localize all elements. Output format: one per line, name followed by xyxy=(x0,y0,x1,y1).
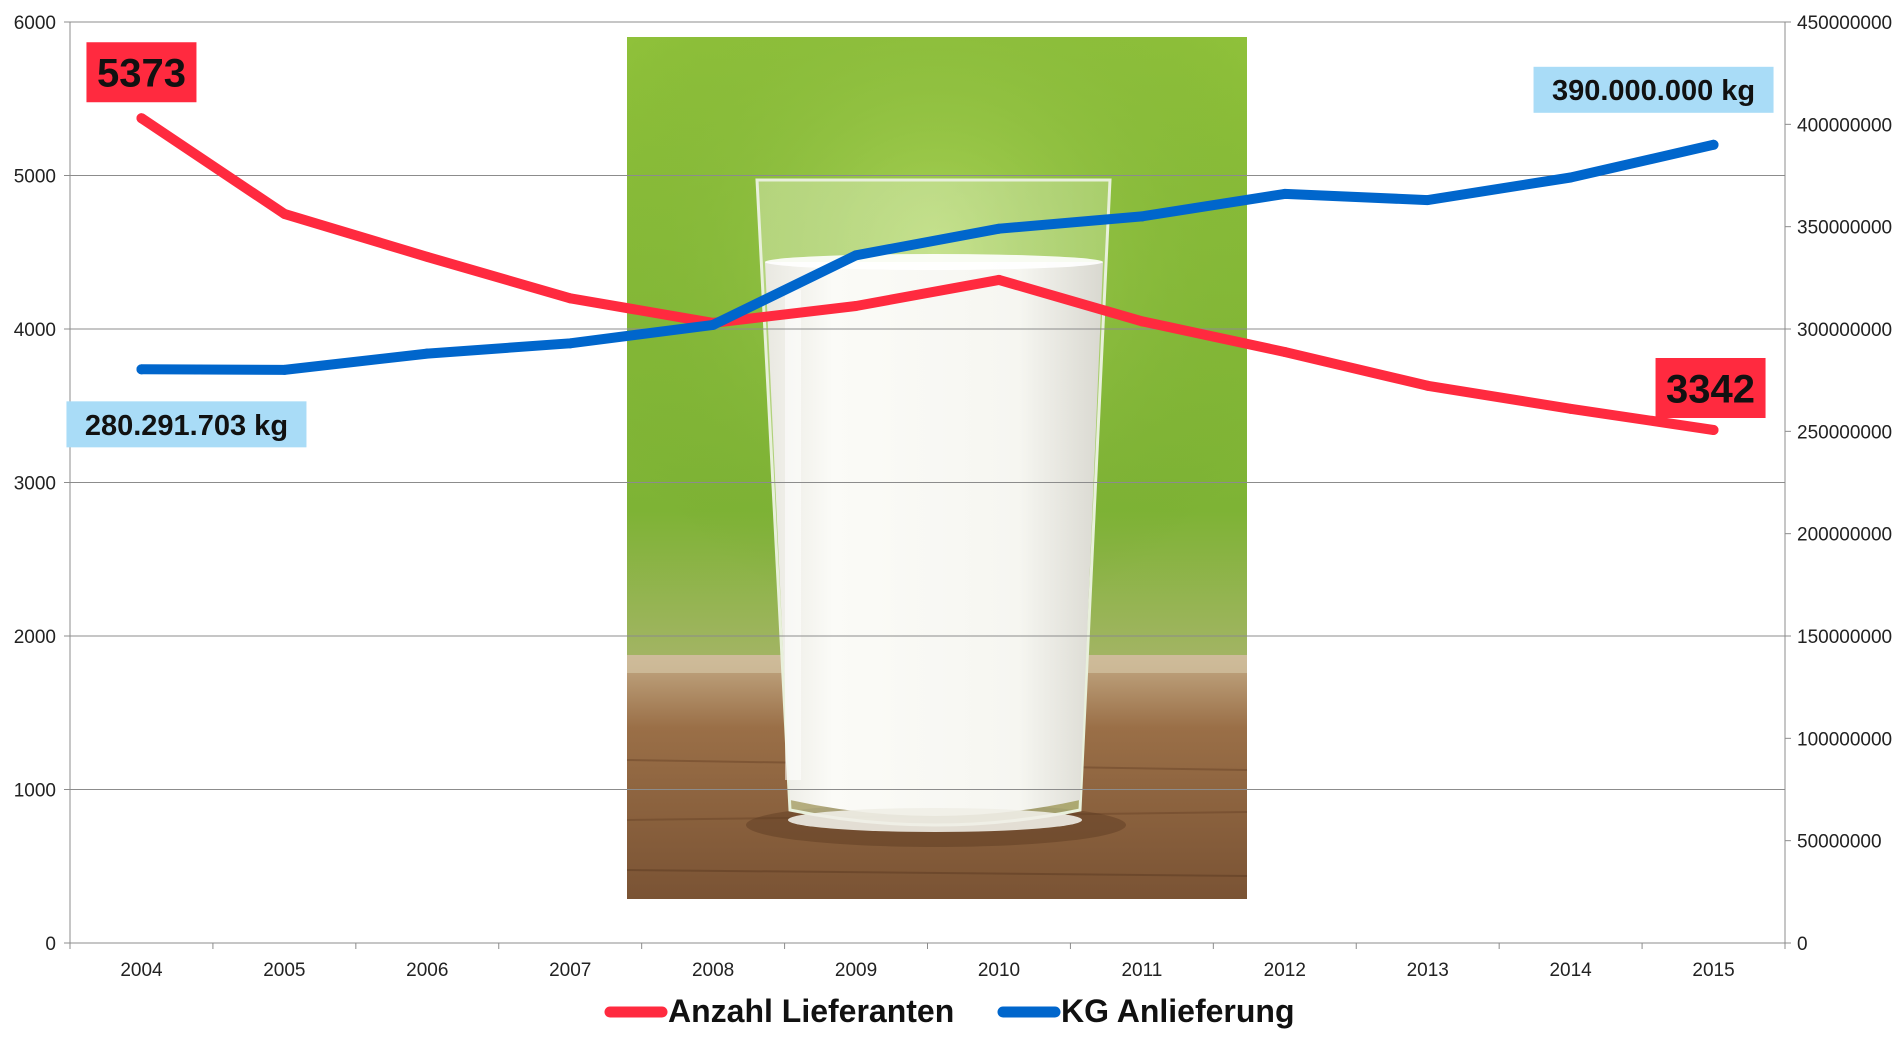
x-tick-label: 2015 xyxy=(1692,960,1734,981)
callout-box xyxy=(1533,66,1774,113)
data-point xyxy=(1279,188,1290,199)
x-tick-label: 2009 xyxy=(835,960,877,981)
milk-glass-photo xyxy=(626,37,1248,899)
right-tick-label: 150000000 xyxy=(1797,627,1892,648)
data-point xyxy=(993,274,1004,285)
data-point xyxy=(136,113,147,124)
data-point xyxy=(1279,347,1290,358)
right-tick-label: 50000000 xyxy=(1797,832,1882,853)
callout-label: 3342 xyxy=(1666,367,1755,411)
data-point xyxy=(136,364,147,375)
callout-label: 390.000.000 kg xyxy=(1552,75,1755,107)
data-point xyxy=(1136,211,1147,222)
x-tick-label: 2012 xyxy=(1264,960,1306,981)
legend-label: Anzahl Lieferanten xyxy=(668,993,954,1029)
right-tick-label: 450000000 xyxy=(1797,13,1892,34)
right-tick-label: 300000000 xyxy=(1797,320,1892,341)
callout-label: 280.291.703 kg xyxy=(85,410,288,442)
callout-label: 5373 xyxy=(97,52,186,96)
left-tick-label: 6000 xyxy=(14,13,56,34)
data-point xyxy=(422,348,433,359)
data-point xyxy=(1565,403,1576,414)
legend-label: KG Anlieferung xyxy=(1061,993,1294,1029)
right-tick-label: 100000000 xyxy=(1797,729,1892,750)
gridlines xyxy=(70,21,1785,790)
left-tick-label: 1000 xyxy=(14,781,56,802)
left-tick-label: 0 xyxy=(45,934,56,955)
x-tick-label: 2006 xyxy=(406,960,448,981)
callout-box xyxy=(1655,358,1766,419)
right-tick-label: 350000000 xyxy=(1797,218,1892,239)
data-point xyxy=(279,208,290,219)
x-tick-label: 2010 xyxy=(978,960,1020,981)
data-callouts: 5373 3342 280.291.703 kg 390.000.000 kg xyxy=(66,42,1774,448)
series-lines xyxy=(136,113,1719,436)
callout-box xyxy=(86,42,197,103)
x-tick-label: 2005 xyxy=(263,960,305,981)
legend: Anzahl Lieferanten KG Anlieferung xyxy=(604,993,1294,1029)
data-point xyxy=(279,364,290,375)
data-point xyxy=(1422,195,1433,206)
data-point xyxy=(422,251,433,262)
data-point xyxy=(1565,172,1576,183)
series-line-0 xyxy=(136,113,1719,435)
x-tick-label: 2007 xyxy=(549,960,591,981)
left-tick-label: 4000 xyxy=(14,320,56,341)
callout-box xyxy=(66,401,307,448)
left-tick-label: 2000 xyxy=(14,627,56,648)
x-tick-label: 2013 xyxy=(1407,960,1449,981)
axes: 0 1000 2000 3000 4000 5000 6000 0 50000000 100000… xyxy=(14,13,1892,981)
data-point xyxy=(708,319,719,330)
data-point xyxy=(851,300,862,311)
x-tick-label: 2014 xyxy=(1549,960,1592,981)
data-point xyxy=(565,293,576,304)
x-tick-label: 2008 xyxy=(692,960,734,981)
right-tick-label: 250000000 xyxy=(1797,422,1892,443)
right-tick-label: 400000000 xyxy=(1797,115,1892,136)
data-point xyxy=(1422,380,1433,391)
data-point xyxy=(1708,425,1719,436)
series-line-1 xyxy=(136,139,1719,375)
data-point xyxy=(1136,316,1147,327)
left-tick-label: 5000 xyxy=(14,167,56,188)
right-tick-label: 0 xyxy=(1797,934,1808,955)
data-point xyxy=(565,338,576,349)
data-point xyxy=(1708,139,1719,150)
left-tick-label: 3000 xyxy=(14,474,56,495)
x-tick-label: 2004 xyxy=(120,960,163,981)
right-tick-label: 200000000 xyxy=(1797,525,1892,546)
data-point xyxy=(851,250,862,261)
x-tick-label: 2011 xyxy=(1121,960,1162,981)
data-point xyxy=(993,223,1004,234)
